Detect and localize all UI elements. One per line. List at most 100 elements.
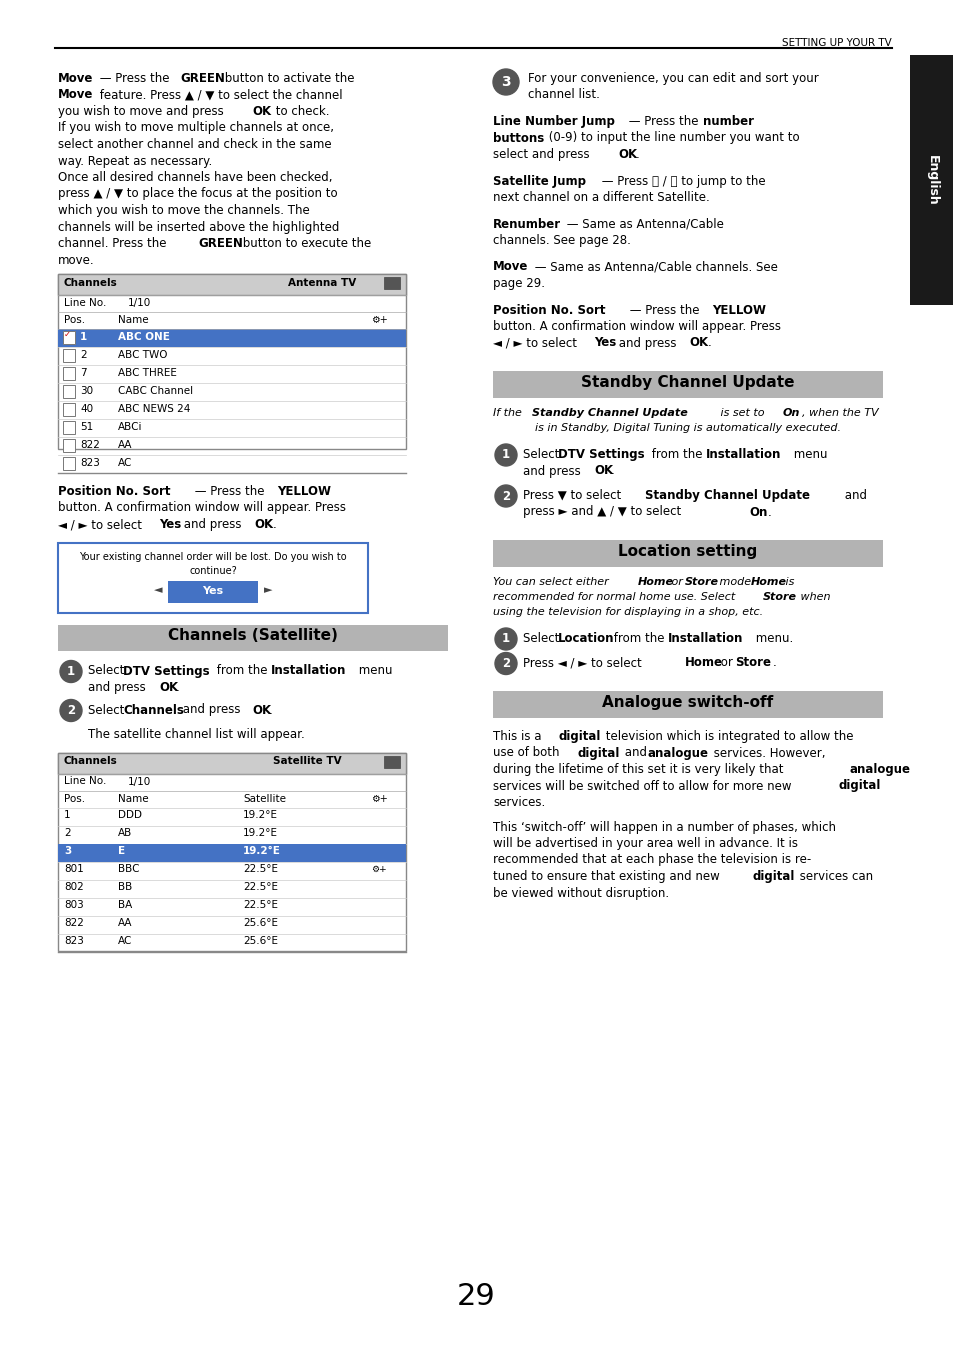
Bar bbox=[63, 331, 75, 345]
Text: — Press the: — Press the bbox=[624, 115, 701, 128]
Text: — Press the: — Press the bbox=[96, 72, 173, 85]
Text: .: . bbox=[269, 704, 273, 716]
Text: Channels (Satellite): Channels (Satellite) bbox=[168, 628, 337, 643]
Text: Satellite: Satellite bbox=[243, 793, 286, 804]
Text: OK: OK bbox=[594, 465, 613, 477]
Text: (0-9) to input the line number you want to: (0-9) to input the line number you want … bbox=[544, 131, 799, 145]
Text: when: when bbox=[796, 592, 830, 603]
Text: YELLOW: YELLOW bbox=[711, 304, 765, 316]
Text: Select: Select bbox=[88, 665, 128, 677]
Text: ◄ / ► to select: ◄ / ► to select bbox=[58, 517, 146, 531]
Text: Installation: Installation bbox=[705, 449, 781, 461]
Text: SETTING UP YOUR TV: SETTING UP YOUR TV bbox=[781, 38, 891, 49]
Bar bbox=[58, 330, 406, 347]
Text: and press: and press bbox=[88, 681, 150, 694]
Text: ABC THREE: ABC THREE bbox=[118, 367, 176, 378]
Text: 22.5°E: 22.5°E bbox=[243, 882, 277, 893]
Text: Pos.: Pos. bbox=[64, 793, 85, 804]
Text: 1: 1 bbox=[80, 332, 87, 342]
Text: AC: AC bbox=[118, 458, 132, 467]
Text: services can: services can bbox=[795, 870, 872, 884]
Text: 19.2°E: 19.2°E bbox=[243, 847, 280, 857]
Text: DDD: DDD bbox=[118, 811, 142, 820]
Text: .: . bbox=[636, 149, 639, 161]
Text: Your existing channel order will be lost. Do you wish to: Your existing channel order will be lost… bbox=[79, 553, 347, 562]
Text: using the television for displaying in a shop, etc.: using the television for displaying in a… bbox=[493, 607, 762, 617]
Text: 29: 29 bbox=[456, 1282, 495, 1310]
Bar bbox=[63, 439, 75, 453]
Text: Name: Name bbox=[118, 315, 149, 326]
Text: Position No. Sort: Position No. Sort bbox=[58, 485, 171, 499]
Bar bbox=[63, 457, 75, 470]
Circle shape bbox=[60, 700, 82, 721]
Bar bbox=[58, 753, 406, 951]
Text: 2: 2 bbox=[501, 657, 510, 670]
Text: .: . bbox=[610, 465, 614, 477]
Text: Standby Channel Update: Standby Channel Update bbox=[532, 408, 687, 417]
Text: number: number bbox=[702, 115, 753, 128]
Text: 25.6°E: 25.6°E bbox=[243, 936, 277, 947]
Text: 1: 1 bbox=[64, 811, 71, 820]
Text: ABC TWO: ABC TWO bbox=[118, 350, 168, 359]
Text: OK: OK bbox=[253, 517, 273, 531]
Text: use of both: use of both bbox=[493, 747, 562, 759]
Text: move.: move. bbox=[58, 254, 94, 266]
Text: Line No.: Line No. bbox=[64, 299, 107, 308]
Text: 1: 1 bbox=[501, 449, 510, 462]
Text: On: On bbox=[782, 408, 800, 417]
Text: OK: OK bbox=[688, 336, 707, 350]
Bar bbox=[58, 624, 448, 650]
Text: 2: 2 bbox=[501, 489, 510, 503]
Text: mode.: mode. bbox=[716, 577, 758, 586]
Circle shape bbox=[495, 653, 517, 674]
Text: services. However,: services. However, bbox=[709, 747, 824, 759]
Text: Name: Name bbox=[118, 793, 149, 804]
Text: If the: If the bbox=[493, 408, 525, 417]
Text: 51: 51 bbox=[80, 422, 93, 432]
Text: .: . bbox=[707, 336, 711, 350]
Text: Antenna TV: Antenna TV bbox=[288, 278, 355, 288]
Text: channel list.: channel list. bbox=[527, 89, 599, 101]
Text: Move: Move bbox=[493, 261, 528, 273]
Text: AC: AC bbox=[118, 936, 132, 947]
Bar bbox=[63, 367, 75, 380]
Bar bbox=[63, 403, 75, 416]
Text: Renumber: Renumber bbox=[493, 218, 560, 231]
Text: 803: 803 bbox=[64, 901, 84, 911]
Text: and press: and press bbox=[179, 704, 244, 716]
Text: ABCi: ABCi bbox=[118, 422, 142, 432]
Text: 1: 1 bbox=[67, 665, 75, 678]
Text: OK: OK bbox=[618, 149, 637, 161]
Text: press ► and ▲ / ▼ to select: press ► and ▲ / ▼ to select bbox=[522, 505, 684, 519]
Text: This ‘switch-off’ will happen in a number of phases, which: This ‘switch-off’ will happen in a numbe… bbox=[493, 820, 835, 834]
Bar bbox=[384, 277, 399, 289]
Text: ◄: ◄ bbox=[153, 585, 162, 596]
Text: Home: Home bbox=[750, 577, 786, 586]
Text: GREEN: GREEN bbox=[180, 72, 225, 85]
Text: — Same as Antenna/Cable: — Same as Antenna/Cable bbox=[562, 218, 723, 231]
Text: 1/10: 1/10 bbox=[128, 299, 152, 308]
Text: will be advertised in your area well in advance. It is: will be advertised in your area well in … bbox=[493, 838, 797, 850]
Text: Line No.: Line No. bbox=[64, 777, 107, 786]
Text: or: or bbox=[667, 577, 685, 586]
Text: Location setting: Location setting bbox=[618, 544, 757, 559]
Bar bbox=[493, 372, 882, 399]
Text: For your convenience, you can edit and sort your: For your convenience, you can edit and s… bbox=[527, 72, 818, 85]
Text: from the: from the bbox=[213, 665, 271, 677]
Text: channels will be inserted above the highlighted: channels will be inserted above the high… bbox=[58, 220, 339, 234]
Text: OK: OK bbox=[159, 681, 178, 694]
Text: tuned to ensure that existing and new: tuned to ensure that existing and new bbox=[493, 870, 722, 884]
Text: ABC NEWS 24: ABC NEWS 24 bbox=[118, 404, 191, 413]
Text: digital: digital bbox=[558, 730, 600, 743]
Text: Store: Store bbox=[734, 657, 770, 670]
Text: ⚙+: ⚙+ bbox=[371, 793, 387, 804]
Text: or: or bbox=[717, 657, 736, 670]
Text: select and press: select and press bbox=[493, 149, 593, 161]
Text: ⚙+: ⚙+ bbox=[371, 865, 386, 874]
Text: feature. Press ▲ / ▼ to select the channel: feature. Press ▲ / ▼ to select the chann… bbox=[96, 89, 342, 101]
Text: 2: 2 bbox=[64, 828, 71, 839]
Text: Analogue switch-off: Analogue switch-off bbox=[601, 694, 773, 711]
Text: next channel on a different Satellite.: next channel on a different Satellite. bbox=[493, 190, 709, 204]
Text: The satellite channel list will appear.: The satellite channel list will appear. bbox=[88, 728, 304, 740]
Text: buttons: buttons bbox=[493, 131, 543, 145]
